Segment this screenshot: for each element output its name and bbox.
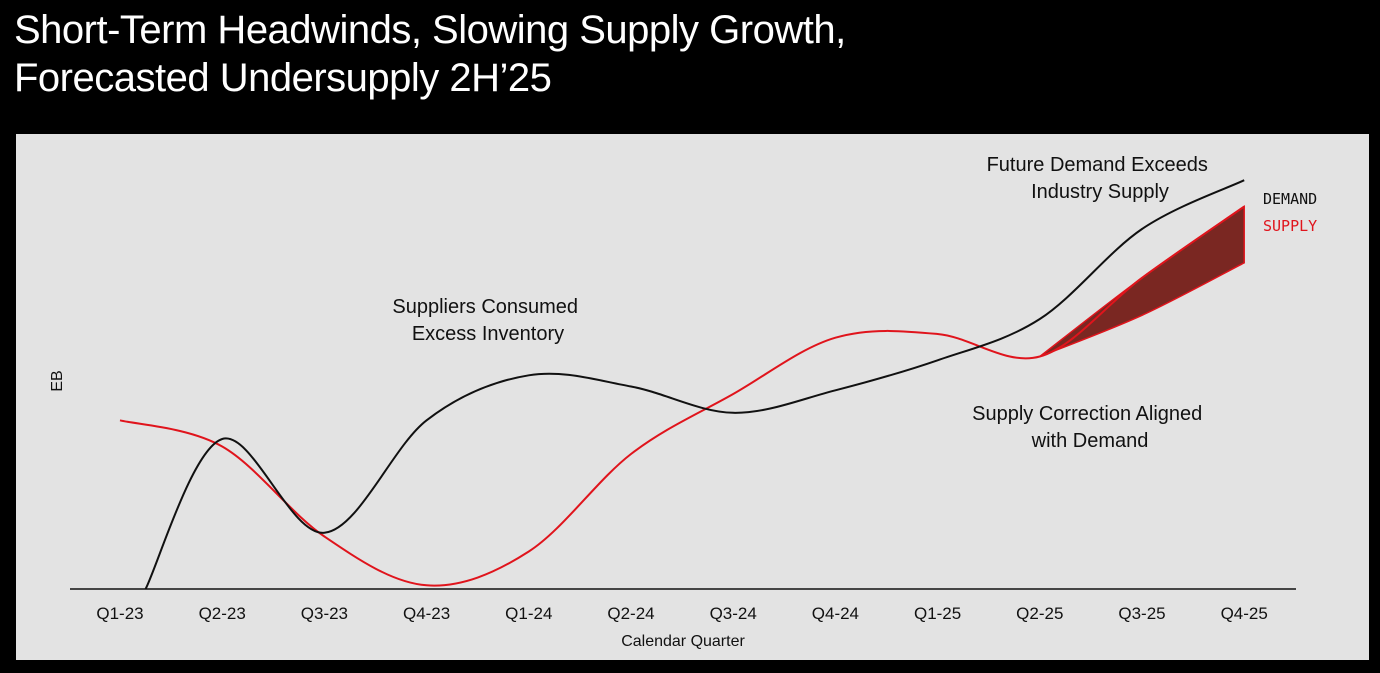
x-tick-label: Q4-24 (812, 604, 859, 623)
annotation-future-demand: Future Demand Exceeds Industry Supply (987, 154, 1214, 203)
page-title-line-2: Forecasted Undersupply 2H’25 (14, 56, 552, 100)
chart-panel: Q1-23 Q2-23 Q3-23 Q4-23 Q1-24 Q2-24 Q3-24 Q4-24… (16, 134, 1369, 660)
annotation-supply-correction-line-2: with Demand (1031, 430, 1149, 452)
legend-demand: DEMAND (1263, 190, 1317, 208)
x-axis-title: Calendar Quarter (621, 633, 745, 650)
annotation-consumed-inventory-line-1: Suppliers Consumed (392, 296, 578, 318)
x-tick-label: Q3-24 (710, 604, 757, 623)
x-tick-label: Q4-23 (403, 604, 450, 623)
x-tick-label: Q3-25 (1118, 604, 1165, 623)
supply-demand-chart: Q1-23 Q2-23 Q3-23 Q4-23 Q1-24 Q2-24 Q3-24 Q4-24… (49, 154, 1317, 650)
page-title: Short-Term Headwinds, Slowing Supply Gro… (14, 6, 846, 102)
annotation-future-demand-line-1: Future Demand Exceeds (987, 154, 1208, 176)
annotation-supply-correction: Supply Correction Aligned with Demand (972, 403, 1208, 452)
annotation-supply-correction-line-1: Supply Correction Aligned (972, 403, 1202, 425)
x-tick-label: Q3-23 (301, 604, 348, 623)
annotation-future-demand-line-2: Industry Supply (1031, 181, 1169, 203)
y-axis-title: EB (49, 370, 66, 391)
supply-line (119, 205, 1245, 587)
legend-supply: SUPPLY (1263, 217, 1317, 235)
page-title-line-1: Short-Term Headwinds, Slowing Supply Gro… (14, 8, 846, 52)
x-tick-label: Q2-23 (199, 604, 246, 623)
x-tick-label: Q1-23 (96, 604, 143, 623)
x-tick-label: Q1-24 (505, 604, 552, 623)
x-tick-label: Q2-24 (607, 604, 654, 623)
x-tick-label: Q1-25 (914, 604, 961, 623)
annotation-consumed-inventory: Suppliers Consumed Excess Inventory (392, 296, 583, 345)
x-tick-label: Q2-25 (1016, 604, 1063, 623)
demand-line (144, 179, 1245, 590)
annotation-consumed-inventory-line-2: Excess Inventory (412, 323, 564, 345)
x-tick-label: Q4-25 (1221, 604, 1268, 623)
